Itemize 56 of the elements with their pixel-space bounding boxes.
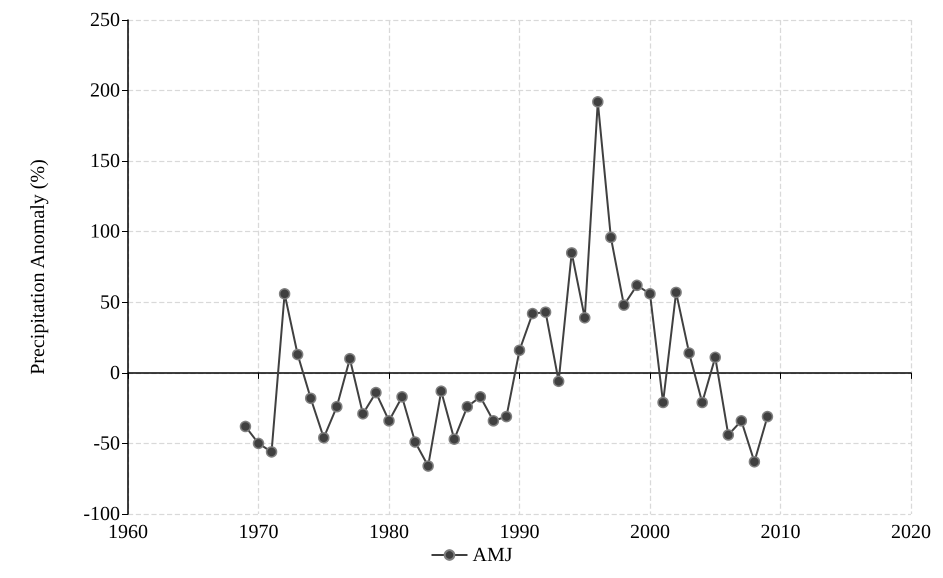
point bbox=[670, 286, 682, 298]
point bbox=[304, 392, 316, 404]
point bbox=[462, 400, 474, 412]
x-tick-label: 1970 bbox=[238, 521, 278, 543]
point bbox=[552, 376, 564, 388]
point bbox=[357, 408, 369, 420]
x-tick-label: 1990 bbox=[500, 521, 540, 543]
y-axis-title: Precipitation Anomaly (%) bbox=[27, 159, 49, 375]
point bbox=[252, 438, 264, 450]
y-tick-label: 150 bbox=[90, 150, 120, 172]
point bbox=[696, 396, 708, 408]
point bbox=[592, 96, 604, 108]
point bbox=[722, 429, 734, 441]
point bbox=[605, 232, 617, 244]
x-tick-label: 2010 bbox=[760, 521, 800, 543]
point bbox=[631, 280, 643, 292]
point bbox=[318, 432, 330, 444]
y-tick-label: 0 bbox=[110, 362, 120, 384]
point bbox=[435, 385, 447, 397]
point bbox=[644, 288, 656, 300]
x-tick-label: 2000 bbox=[630, 521, 670, 543]
point bbox=[370, 386, 382, 398]
point bbox=[540, 306, 552, 318]
point bbox=[266, 446, 278, 458]
point bbox=[566, 247, 578, 259]
point bbox=[474, 391, 486, 403]
point bbox=[383, 415, 395, 427]
point bbox=[448, 433, 460, 445]
point bbox=[278, 288, 290, 300]
x-tick-label: 1980 bbox=[369, 521, 409, 543]
point bbox=[579, 312, 590, 324]
y-tick-label: 200 bbox=[90, 80, 120, 102]
point bbox=[422, 460, 434, 472]
y-tick-label: 250 bbox=[90, 9, 120, 31]
point bbox=[488, 415, 500, 427]
point bbox=[710, 352, 721, 364]
point bbox=[292, 348, 304, 360]
point bbox=[748, 456, 760, 468]
point bbox=[762, 410, 774, 422]
point bbox=[331, 400, 343, 412]
point bbox=[683, 347, 695, 359]
point bbox=[526, 308, 538, 320]
point bbox=[736, 415, 748, 427]
y-tick-label: 100 bbox=[90, 220, 120, 243]
point bbox=[409, 436, 421, 448]
point bbox=[344, 352, 356, 364]
point bbox=[657, 396, 669, 408]
legend-label: AMJ bbox=[472, 544, 513, 566]
point bbox=[500, 410, 512, 422]
point bbox=[240, 420, 252, 432]
y-tick-label: 50 bbox=[100, 291, 120, 314]
point bbox=[396, 391, 408, 403]
point bbox=[618, 299, 630, 311]
point bbox=[514, 344, 526, 356]
y-tick-label: -50 bbox=[93, 432, 120, 454]
x-tick-label: 2020 bbox=[891, 521, 931, 543]
